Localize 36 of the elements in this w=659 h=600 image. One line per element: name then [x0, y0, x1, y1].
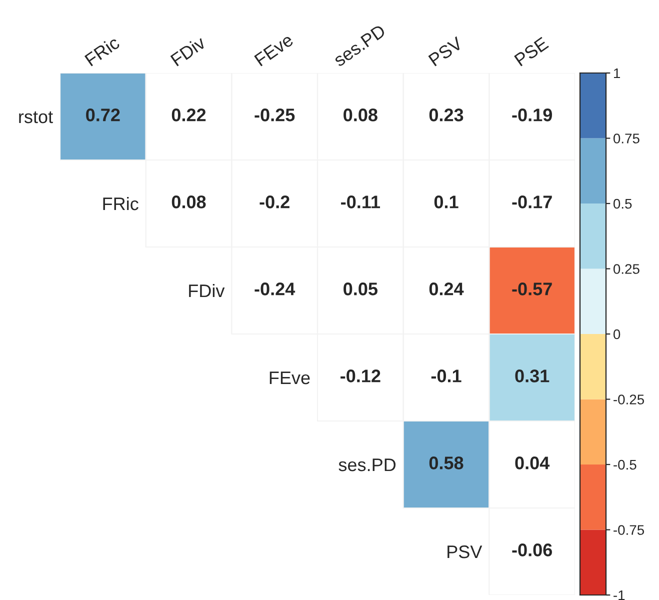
text: 0.22	[172, 108, 206, 122]
text: 0.04	[515, 456, 550, 470]
data-label: -0.57	[512, 282, 552, 296]
text: -0.25	[254, 108, 295, 122]
color-bar-label: 0	[613, 329, 620, 340]
color-bar-label: -0.25	[614, 394, 644, 404]
text: -0.12	[340, 370, 380, 382]
color-bar-label: -0.75	[614, 525, 644, 535]
x-tick-label: FDiv	[170, 35, 207, 66]
color-bar-label: -0.5	[614, 460, 636, 470]
text: 0.08	[172, 196, 206, 208]
text: -0.2	[260, 196, 290, 208]
text: -0.24	[254, 282, 296, 296]
text: 0.05	[344, 282, 378, 296]
color-bar-label: 1	[614, 68, 620, 78]
text: -0.11	[341, 196, 380, 208]
text: -0.1	[431, 370, 462, 382]
data-label: 0.31	[515, 370, 550, 382]
data-label: 0.72	[86, 108, 120, 122]
x-tick-label: PSV	[428, 36, 464, 66]
text: -0.19	[512, 108, 552, 122]
text: 0.24	[429, 282, 464, 296]
x-tick-label: FEve	[254, 33, 294, 66]
text: -0.06	[512, 544, 552, 556]
x-tick-label: PSE	[514, 36, 550, 66]
color-bar-label: 0.25	[613, 264, 640, 274]
text: -0.17	[512, 196, 552, 208]
x-tick-label: FRic	[84, 35, 121, 66]
text: 0.1	[434, 196, 458, 208]
color-bar-label: 0.75	[613, 134, 640, 144]
color-bar-label: 0.5	[613, 198, 632, 209]
text: 0.23	[429, 108, 464, 122]
color-bar-label: -1	[614, 590, 625, 600]
text: 0.08	[344, 108, 378, 122]
y-tick-label: rstot	[19, 111, 53, 124]
data-label: 0.58	[429, 456, 464, 470]
